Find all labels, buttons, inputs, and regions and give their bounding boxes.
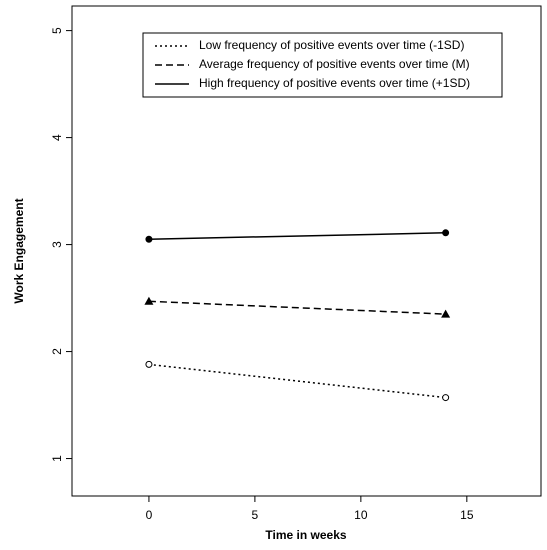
marker <box>145 235 153 243</box>
y-axis-label: Work Engagement <box>12 198 26 303</box>
legend-label: High frequency of positive events over t… <box>199 76 470 90</box>
legend-box <box>142 32 503 98</box>
y-tick-label: 2 <box>50 348 64 355</box>
series-line <box>148 300 446 315</box>
y-tick-label: 4 <box>50 134 64 141</box>
x-tick-label: 0 <box>146 508 153 522</box>
x-tick-label: 10 <box>354 508 368 522</box>
series-line <box>148 232 446 240</box>
series-line <box>148 363 446 399</box>
plot-frame <box>71 5 542 497</box>
x-tick-label: 5 <box>252 508 259 522</box>
x-tick-label: 15 <box>460 508 474 522</box>
legend-label: Average frequency of positive events ove… <box>199 57 470 71</box>
x-axis-label: Time in weeks <box>265 528 346 542</box>
marker <box>144 296 154 305</box>
y-tick-label: 3 <box>50 241 64 248</box>
marker <box>442 229 450 237</box>
marker <box>442 394 450 402</box>
y-tick-label: 5 <box>50 27 64 34</box>
y-tick-label: 1 <box>50 455 64 462</box>
marker <box>441 309 451 318</box>
marker <box>145 360 153 368</box>
legend-label: Low frequency of positive events over ti… <box>199 38 464 52</box>
